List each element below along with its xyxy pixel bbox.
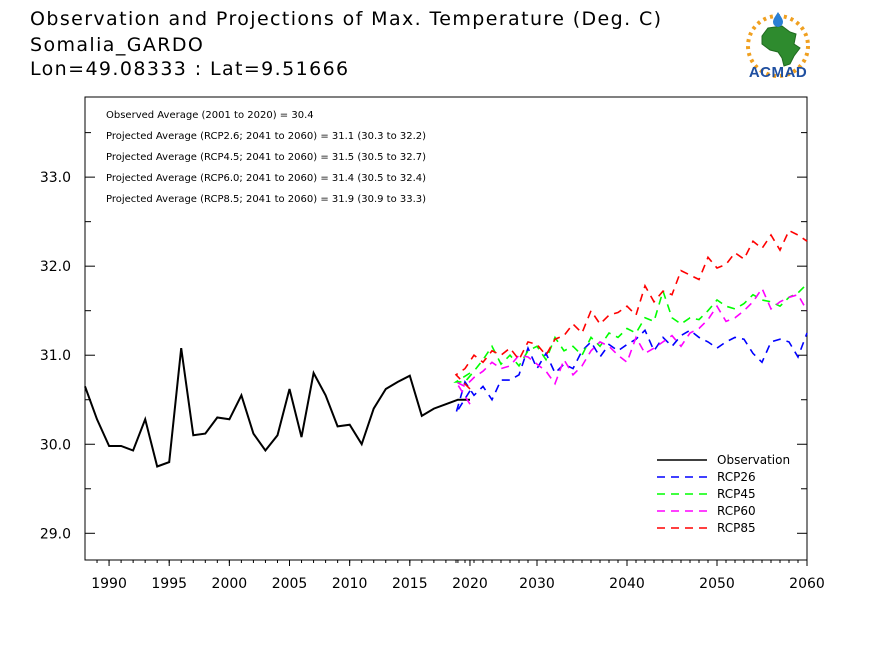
water-drop-icon [773, 12, 783, 27]
x-tick-label: 2030 [519, 576, 555, 592]
x-tick-label: 2005 [272, 576, 308, 592]
legend: Observation RCP26 RCP45 RCP60 RCP85 [657, 453, 790, 535]
x-tick-label: 1995 [151, 576, 187, 592]
series-line-observation [84, 347, 470, 468]
x-tick-label: 2010 [332, 576, 368, 592]
series-line-rcp60 [453, 286, 808, 405]
x-tick-label: 2060 [789, 576, 825, 592]
average-note: Projected Average (RCP2.6; 2041 to 2060)… [106, 131, 426, 142]
legend-label: RCP60 [717, 504, 756, 518]
series-lines [84, 229, 808, 468]
x-tick-label: 1990 [91, 576, 127, 592]
average-note: Projected Average (RCP4.5; 2041 to 2060)… [106, 152, 426, 163]
station-coordinates: Lon=49.08333 : Lat=9.51666 [30, 58, 350, 80]
legend-label: Observation [717, 453, 790, 467]
acmad-logo [746, 12, 810, 78]
chart-title: Observation and Projections of Max. Temp… [30, 8, 663, 30]
average-notes: Observed Average (2001 to 2020) = 30.4 Pr… [106, 110, 426, 205]
x-tick-label: 2020 [452, 576, 488, 592]
africa-map-icon [761, 25, 801, 67]
average-note: Projected Average (RCP6.0; 2041 to 2060)… [106, 173, 426, 184]
average-note: Projected Average (RCP8.5; 2041 to 2060)… [106, 194, 426, 205]
average-note: Observed Average (2001 to 2020) = 30.4 [106, 110, 314, 121]
y-tick-label: 31.0 [40, 348, 71, 364]
series-line-rcp45 [453, 283, 808, 383]
series-line-rcp26 [455, 328, 808, 414]
axis-ticks: 29.0 30.0 31.0 32.0 33.0 1990 1995 2000 2005 2010… [40, 132, 825, 592]
y-tick-label: 32.0 [40, 259, 71, 275]
y-tick-label: 33.0 [40, 170, 71, 186]
acmad-logo-text: ACMAD [748, 64, 808, 81]
y-tick-label: 29.0 [40, 526, 71, 542]
x-tick-label: 2040 [609, 576, 645, 592]
plot-frame [84, 96, 808, 561]
station-name: Somalia_GARDO [30, 34, 205, 56]
legend-label: RCP85 [717, 521, 756, 535]
series-line-rcp85 [454, 229, 808, 390]
x-tick-label: 2015 [392, 576, 428, 592]
legend-label: RCP45 [717, 487, 756, 501]
y-tick-label: 30.0 [40, 437, 71, 453]
legend-label: RCP26 [717, 470, 756, 484]
x-tick-label: 2050 [699, 576, 735, 592]
x-tick-label: 2000 [212, 576, 248, 592]
